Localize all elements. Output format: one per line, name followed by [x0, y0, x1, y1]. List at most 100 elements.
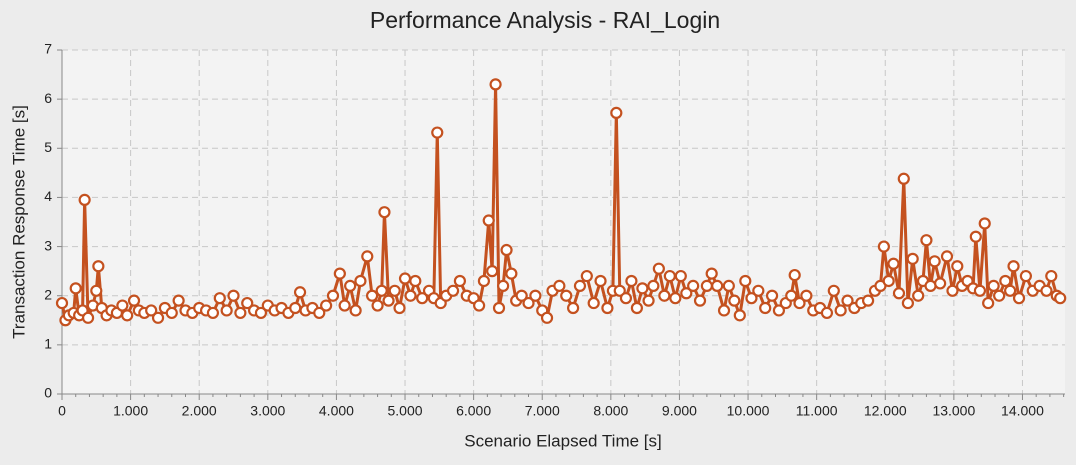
data-point [497, 279, 510, 292]
data-point [326, 289, 340, 302]
y-tick-label: 1 [44, 336, 52, 352]
data-point [371, 299, 384, 312]
data-point [529, 289, 542, 302]
data-point [862, 294, 875, 307]
data-point [772, 304, 786, 317]
data-point [333, 267, 346, 280]
plot-area [62, 50, 1065, 394]
data-point [1054, 292, 1067, 305]
data-point [90, 284, 103, 297]
data-point [393, 301, 406, 315]
data-point [674, 269, 687, 283]
data-point [765, 289, 779, 302]
data-point [416, 292, 429, 305]
data-point [473, 299, 486, 312]
data-point [446, 284, 460, 297]
data-point [969, 230, 982, 243]
data-point [492, 301, 506, 315]
x-tick-label: 2.000 [182, 403, 217, 419]
data-point [658, 289, 671, 302]
data-point [982, 296, 995, 310]
data-point [722, 279, 735, 292]
data-point [934, 277, 947, 290]
data-point [882, 274, 895, 288]
data-point [642, 294, 655, 307]
y-tick-label: 3 [44, 237, 52, 253]
data-point [728, 294, 741, 307]
data-point [486, 265, 499, 278]
data-point [906, 252, 919, 265]
x-tick-label: 1.000 [113, 403, 148, 419]
x-tick-label: 4.000 [319, 403, 354, 419]
data-point [920, 234, 933, 247]
data-point [613, 284, 626, 297]
data-point [172, 294, 185, 307]
data-point [78, 193, 91, 206]
data-point [687, 279, 700, 292]
data-point [693, 294, 707, 307]
x-tick-label: 3.000 [250, 403, 285, 419]
data-point [912, 289, 925, 302]
data-point [145, 304, 158, 317]
data-point [482, 214, 495, 227]
data-point [227, 289, 240, 302]
data-point [973, 284, 987, 297]
data-point [151, 311, 165, 324]
data-point [540, 311, 554, 324]
data-point [361, 250, 374, 263]
data-point [987, 279, 1000, 292]
data-point [388, 284, 401, 297]
data-point [717, 304, 731, 317]
data-point [887, 257, 900, 270]
data-point [560, 289, 573, 302]
data-point [1012, 292, 1026, 305]
y-tick-label: 7 [44, 41, 52, 57]
data-point [92, 260, 105, 273]
data-point [489, 78, 502, 91]
data-point [580, 269, 593, 283]
data-point [647, 279, 660, 292]
data-point [978, 217, 991, 230]
data-point [409, 274, 422, 288]
data-point [946, 284, 959, 297]
data-point [453, 274, 467, 288]
data-point [116, 299, 129, 312]
data-point [69, 282, 82, 295]
x-tick-label: 13.000 [932, 403, 975, 419]
chart-title: Performance Analysis - RAI_Login [370, 7, 720, 33]
data-point [800, 289, 813, 302]
data-point [1045, 269, 1058, 283]
data-point [1007, 260, 1020, 273]
x-tick-label: 8.000 [593, 403, 628, 419]
data-point [553, 279, 566, 292]
data-point [745, 292, 758, 305]
data-point [834, 304, 847, 317]
data-point [785, 289, 798, 302]
data-point [254, 306, 268, 320]
data-point [601, 301, 614, 315]
data-point [680, 287, 693, 300]
x-tick-label: 10.000 [727, 403, 770, 419]
data-point [573, 279, 587, 292]
x-tick-label: 12.000 [864, 403, 907, 419]
data-point [752, 284, 765, 297]
data-point [892, 287, 906, 300]
data-point [759, 301, 772, 315]
data-point [378, 206, 391, 219]
data-point [313, 306, 326, 320]
data-point [841, 294, 854, 307]
data-point [567, 301, 580, 315]
y-axis-label: Transaction Response Time [s] [9, 105, 28, 339]
data-point [625, 274, 638, 288]
data-point [924, 279, 937, 292]
data-point [739, 274, 752, 288]
x-tick-label: 7.000 [525, 403, 560, 419]
data-point [951, 260, 964, 273]
x-tick-label: 11.000 [796, 403, 838, 419]
data-point [587, 296, 600, 310]
x-tick-label: 6.000 [456, 403, 491, 419]
data-point [827, 284, 840, 297]
data-point [1040, 284, 1053, 297]
data-point [55, 296, 69, 310]
data-point [234, 306, 247, 320]
